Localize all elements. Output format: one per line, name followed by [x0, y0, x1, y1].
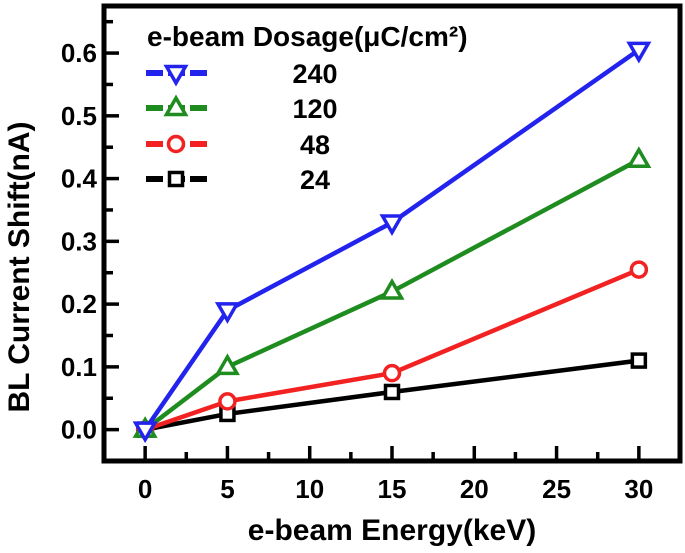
series-line-120: [142, 157, 642, 432]
y-tick-label: 0.0: [61, 415, 97, 445]
series-line-24: [142, 358, 642, 432]
y-tick-label: 0.5: [61, 101, 97, 131]
x-tick-label: 20: [460, 474, 489, 504]
data-point-24: [383, 383, 401, 401]
y-tick-label: 0.3: [61, 226, 97, 256]
x-tick-label: 15: [378, 474, 407, 504]
data-point-48: [382, 363, 402, 383]
x-tick-label: 25: [542, 474, 571, 504]
legend-label-120: 120: [292, 94, 337, 124]
data-point-24: [630, 352, 648, 369]
data-point-48: [218, 392, 237, 411]
legend-label-24: 24: [300, 165, 330, 195]
x-axis-label: e-beam Energy(keV): [247, 514, 537, 547]
series-line-240: [142, 47, 642, 432]
x-tick-label: 0: [138, 474, 152, 504]
data-point-48: [629, 260, 649, 279]
data-point-120: [626, 146, 652, 169]
y-tick-label: 0.1: [61, 352, 97, 382]
data-point-240: [626, 41, 652, 64]
legend-marker-48: [166, 134, 186, 154]
legend-marker-120: [163, 94, 189, 117]
x-tick-label: 30: [624, 474, 653, 504]
data-point-120: [379, 278, 405, 300]
data-point-240: [214, 302, 240, 324]
y-axis-label: BL Current Shift(nA): [3, 121, 36, 413]
x-tick-label: 5: [220, 474, 234, 504]
legend-marker-24: [167, 170, 185, 188]
data-point-240: [379, 214, 405, 237]
y-tick-label: 0.6: [61, 38, 97, 68]
legend-label-240: 240: [292, 59, 337, 89]
plot-frame: [101, 3, 683, 464]
data-point-120: [214, 353, 240, 376]
legend-label-48: 48: [300, 130, 330, 160]
legend-marker-240: [163, 64, 189, 87]
data-point-240: [132, 421, 158, 444]
x-tick-label: 10: [295, 474, 324, 504]
legend-title: e-beam Dosage(μC/cm²): [147, 21, 468, 52]
series-line-48: [142, 267, 642, 432]
y-tick-label: 0.2: [61, 289, 97, 319]
y-tick-label: 0.4: [61, 164, 98, 194]
